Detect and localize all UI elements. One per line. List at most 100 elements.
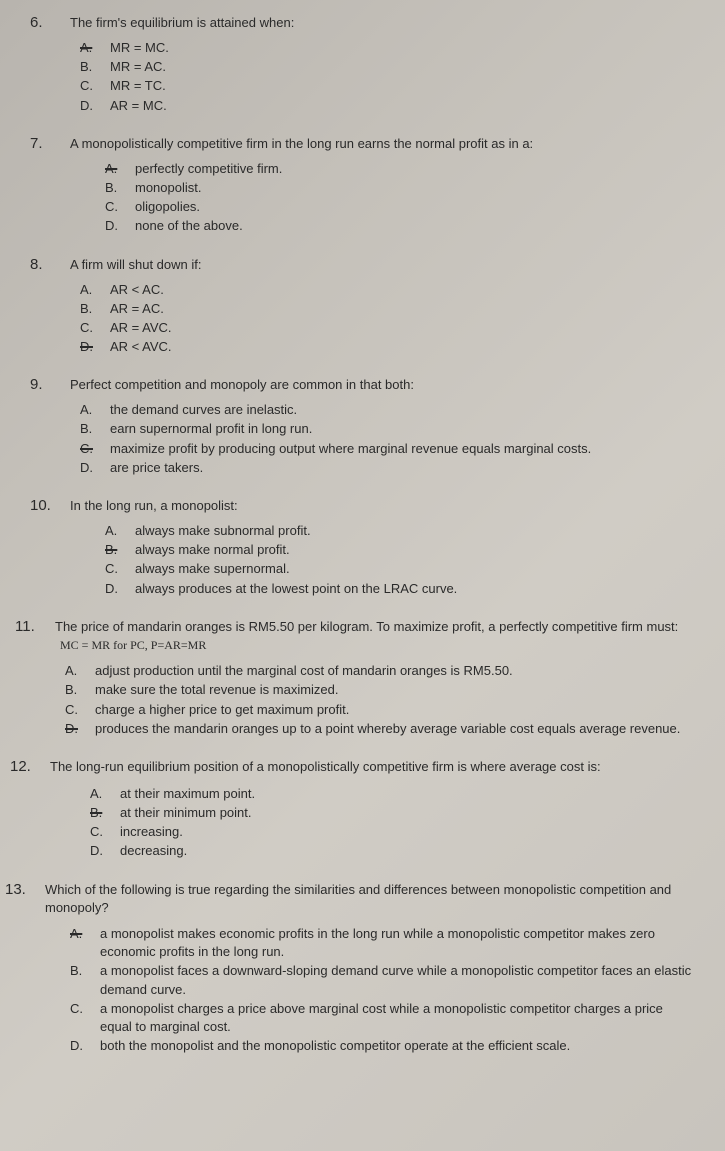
q12-header: 12. The long-run equilibrium position of… bbox=[10, 756, 695, 777]
q12-options: A.at their maximum point. B.at their min… bbox=[90, 785, 695, 861]
option-letter: A. bbox=[70, 925, 100, 943]
option-letter: A. bbox=[105, 160, 135, 178]
q11-option-a: A.adjust production until the marginal c… bbox=[65, 662, 695, 680]
q7-option-d: D.none of the above. bbox=[105, 217, 695, 235]
option-text: always make normal profit. bbox=[135, 541, 695, 559]
option-text: AR = MC. bbox=[110, 97, 695, 115]
q10-option-c: C.always make supernormal. bbox=[105, 560, 695, 578]
q6-option-c: C.MR = TC. bbox=[80, 77, 695, 95]
option-text: monopolist. bbox=[135, 179, 695, 197]
option-text: MR = TC. bbox=[110, 77, 695, 95]
option-letter: B. bbox=[80, 58, 110, 76]
q8-option-d: D.AR < AVC. bbox=[80, 338, 695, 356]
q13-option-a: A.a monopolist makes economic profits in… bbox=[70, 925, 695, 961]
option-letter: D. bbox=[80, 459, 110, 477]
q10-text: In the long run, a monopolist: bbox=[70, 495, 695, 515]
option-text: at their maximum point. bbox=[120, 785, 695, 803]
q11-text-span: The price of mandarin oranges is RM5.50 … bbox=[55, 619, 678, 634]
q6-text: The firm's equilibrium is attained when: bbox=[70, 12, 695, 32]
question-10: 10. In the long run, a monopolist: A.alw… bbox=[30, 495, 695, 598]
option-text: produces the mandarin oranges up to a po… bbox=[95, 720, 695, 738]
option-letter: B. bbox=[70, 962, 100, 980]
q7-option-c: C.oligopolies. bbox=[105, 198, 695, 216]
option-letter: C. bbox=[65, 701, 95, 719]
q8-number: 8. bbox=[30, 254, 70, 275]
q12-option-a: A.at their maximum point. bbox=[90, 785, 695, 803]
option-letter: A. bbox=[105, 522, 135, 540]
option-text: perfectly competitive firm. bbox=[135, 160, 695, 178]
q9-option-d: D.are price takers. bbox=[80, 459, 695, 477]
q6-options: A.MR = MC. B.MR = AC. C.MR = TC. D.AR = … bbox=[80, 39, 695, 115]
option-letter: C. bbox=[80, 440, 110, 458]
question-8: 8. A firm will shut down if: A.AR < AC. … bbox=[30, 254, 695, 357]
q6-option-d: D.AR = MC. bbox=[80, 97, 695, 115]
q10-option-a: A.always make subnormal profit. bbox=[105, 522, 695, 540]
q9-option-c: C.maximize profit by producing output wh… bbox=[80, 440, 695, 458]
option-text: make sure the total revenue is maximized… bbox=[95, 681, 695, 699]
q7-header: 7. A monopolistically competitive firm i… bbox=[30, 133, 695, 154]
option-text: adjust production until the marginal cos… bbox=[95, 662, 695, 680]
q9-option-a: A.the demand curves are inelastic. bbox=[80, 401, 695, 419]
q11-option-b: B.make sure the total revenue is maximiz… bbox=[65, 681, 695, 699]
option-text: a monopolist makes economic profits in t… bbox=[100, 925, 695, 961]
option-text: MR = AC. bbox=[110, 58, 695, 76]
q10-options: A.always make subnormal profit. B.always… bbox=[105, 522, 695, 598]
question-13: 13. Which of the following is true regar… bbox=[15, 879, 695, 1056]
option-letter: C. bbox=[80, 77, 110, 95]
option-letter: B. bbox=[105, 541, 135, 559]
option-text: decreasing. bbox=[120, 842, 695, 860]
q9-number: 9. bbox=[30, 374, 70, 395]
q6-header: 6. The firm's equilibrium is attained wh… bbox=[30, 12, 695, 33]
q11-text: The price of mandarin oranges is RM5.50 … bbox=[55, 616, 695, 654]
q11-options: A.adjust production until the marginal c… bbox=[65, 662, 695, 738]
q13-header: 13. Which of the following is true regar… bbox=[5, 879, 695, 917]
q7-option-a: A.perfectly competitive firm. bbox=[105, 160, 695, 178]
option-letter: D. bbox=[80, 97, 110, 115]
option-text: a monopolist charges a price above margi… bbox=[100, 1000, 695, 1036]
q8-options: A.AR < AC. B.AR = AC. C.AR = AVC. D.AR <… bbox=[80, 281, 695, 357]
option-text: increasing. bbox=[120, 823, 695, 841]
option-text: both the monopolist and the monopolistic… bbox=[100, 1037, 695, 1055]
q7-number: 7. bbox=[30, 133, 70, 154]
q8-option-c: C.AR = AVC. bbox=[80, 319, 695, 337]
option-letter: A. bbox=[65, 662, 95, 680]
question-11: 11. The price of mandarin oranges is RM5… bbox=[30, 616, 695, 738]
q10-option-d: D.always produces at the lowest point on… bbox=[105, 580, 695, 598]
q10-option-b: B.always make normal profit. bbox=[105, 541, 695, 559]
option-letter: B. bbox=[105, 179, 135, 197]
option-text: are price takers. bbox=[110, 459, 695, 477]
question-7: 7. A monopolistically competitive firm i… bbox=[30, 133, 695, 236]
option-letter: C. bbox=[105, 198, 135, 216]
option-letter: A. bbox=[80, 401, 110, 419]
option-text: none of the above. bbox=[135, 217, 695, 235]
q13-text: Which of the following is true regarding… bbox=[45, 879, 695, 917]
q7-option-b: B.monopolist. bbox=[105, 179, 695, 197]
option-letter: D. bbox=[90, 842, 120, 860]
q12-option-b: B.at their minimum point. bbox=[90, 804, 695, 822]
q9-text: Perfect competition and monopoly are com… bbox=[70, 374, 695, 394]
option-text: AR = AVC. bbox=[110, 319, 695, 337]
option-letter: B. bbox=[80, 420, 110, 438]
question-12: 12. The long-run equilibrium position of… bbox=[30, 756, 695, 861]
q8-option-a: A.AR < AC. bbox=[80, 281, 695, 299]
option-letter: D. bbox=[65, 720, 95, 738]
q10-header: 10. In the long run, a monopolist: bbox=[30, 495, 695, 516]
option-letter: C. bbox=[105, 560, 135, 578]
option-letter: C. bbox=[70, 1000, 100, 1018]
q13-option-c: C.a monopolist charges a price above mar… bbox=[70, 1000, 695, 1036]
option-letter: D. bbox=[80, 338, 110, 356]
q13-options: A.a monopolist makes economic profits in… bbox=[70, 925, 695, 1055]
q9-option-b: B.earn supernormal profit in long run. bbox=[80, 420, 695, 438]
q6-option-a: A.MR = MC. bbox=[80, 39, 695, 57]
option-letter: D. bbox=[105, 580, 135, 598]
q8-text: A firm will shut down if: bbox=[70, 254, 695, 274]
option-text: MR = MC. bbox=[110, 39, 695, 57]
q13-option-d: D.both the monopolist and the monopolist… bbox=[70, 1037, 695, 1055]
option-letter: B. bbox=[65, 681, 95, 699]
option-text: a monopolist faces a downward-sloping de… bbox=[100, 962, 695, 998]
q13-option-b: B.a monopolist faces a downward-sloping … bbox=[70, 962, 695, 998]
q12-number: 12. bbox=[10, 756, 50, 777]
q11-option-d: D.produces the mandarin oranges up to a … bbox=[65, 720, 695, 738]
option-text: oligopolies. bbox=[135, 198, 695, 216]
option-letter: C. bbox=[80, 319, 110, 337]
